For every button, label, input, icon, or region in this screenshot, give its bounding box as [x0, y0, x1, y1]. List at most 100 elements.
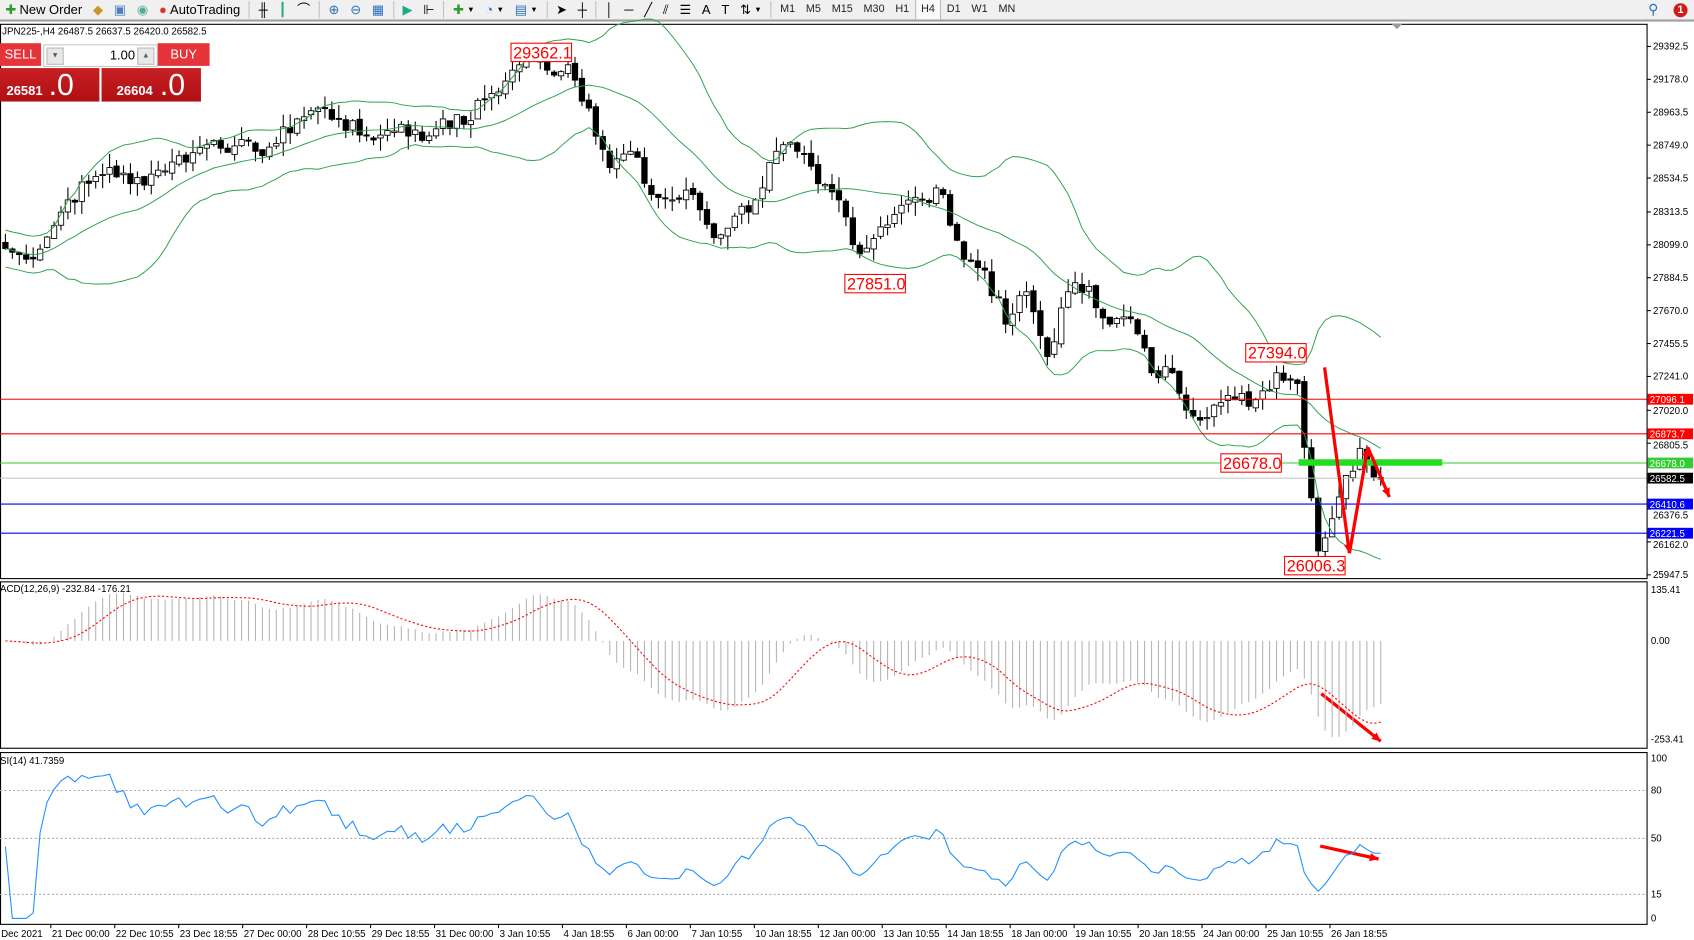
candle [141, 175, 148, 191]
macd-histogram [11, 592, 1382, 738]
candle-body-bear [1127, 316, 1134, 320]
level-price-label: 27096.1 [1650, 395, 1685, 406]
timeframe-h1[interactable]: H1 [895, 3, 910, 16]
fibonacci-button[interactable]: ☰ [674, 0, 696, 19]
signals-button[interactable]: ◉ [131, 0, 153, 19]
candle-body-bear [1197, 417, 1204, 421]
macd-axis-label: 0.00 [1651, 636, 1671, 647]
strategy-tester-button[interactable]: ▣ [108, 0, 131, 19]
autoscroll-button[interactable]: ▶ [397, 0, 418, 19]
lot-increase-icon[interactable]: ▲ [137, 47, 155, 65]
candle [189, 140, 197, 172]
candle-body-bear [405, 124, 412, 137]
timeframe-m5[interactable]: M5 [805, 3, 821, 16]
candle-body-bull [1162, 366, 1169, 378]
candle [182, 151, 190, 173]
arrows-button[interactable]: ⇅ ▼ [735, 0, 767, 19]
horizontal-line-icon: ─ [624, 2, 634, 18]
crosshair-button[interactable]: ┼ [572, 0, 592, 19]
sell-price-fraction: .0 [48, 68, 74, 102]
toolbar: ✚ New Order ◆ ▣ ◉ ● AutoTrading ╫ ┃ ⌒ ⊕ … [0, 0, 1694, 22]
candle-body-bull [1349, 470, 1357, 479]
sell-button[interactable]: SELL [0, 43, 42, 66]
candle-body-bear [335, 117, 342, 120]
dropdown-icon: ▼ [467, 5, 475, 14]
level-price-label: 26582.5 [1650, 474, 1685, 485]
candlestick-button[interactable]: ┃ [273, 0, 292, 19]
price-next-arrow [1366, 446, 1391, 498]
candle-body-bull [92, 176, 99, 183]
line-chart-button[interactable]: ⌒ [292, 0, 316, 19]
timeframe-m15[interactable]: M15 [831, 3, 853, 16]
candle [1078, 272, 1086, 304]
candle [738, 202, 745, 225]
price-axis-label: 28749.0 [1653, 140, 1689, 151]
candle-body-bull [120, 172, 127, 176]
indicators-button[interactable]: ✚ ▼ [448, 0, 480, 19]
tile-windows-button[interactable]: ▦ [366, 0, 389, 19]
cursor-button[interactable]: ➤ [551, 0, 573, 19]
rsi-trend-arrow [1319, 844, 1379, 861]
candle [1002, 290, 1009, 334]
timeframe-mn[interactable]: MN [998, 3, 1016, 16]
bar-chart-icon: ╫ [258, 2, 268, 18]
candle-body-bull [196, 147, 204, 154]
timeframe-d1[interactable]: D1 [946, 3, 961, 16]
bar-chart-button[interactable]: ╫ [253, 0, 273, 19]
candle [342, 115, 349, 139]
templates-button[interactable]: ▤ ▼ [509, 0, 543, 19]
candle-body-bull [509, 69, 516, 83]
candle-body-bull [1259, 390, 1266, 400]
timeframe-h4[interactable]: H4 [914, 0, 942, 20]
candle-body-bull [280, 126, 287, 144]
candle-body-bear [1037, 310, 1044, 336]
zoom-in-button[interactable]: ⊕ [323, 0, 345, 19]
chart-shift-button[interactable]: ⊩ [418, 0, 440, 19]
candle [1106, 316, 1113, 327]
buy-price-button[interactable]: 26604 .0 [101, 68, 201, 102]
timeframe-w1[interactable]: W1 [971, 3, 988, 16]
text-button[interactable]: A [697, 0, 716, 19]
level-price-tag [1647, 527, 1693, 539]
candle [481, 85, 488, 111]
candle-body-bull [1051, 341, 1058, 355]
zoom-out-button[interactable]: ⊖ [345, 0, 367, 19]
equidistant-channel-button[interactable]: ⫽ [657, 0, 674, 19]
lot-size-input[interactable]: ▼ 1.00 ▲ [43, 44, 158, 67]
candle-body-bull [175, 155, 183, 165]
toolbar-divider [546, 1, 548, 19]
buy-button[interactable]: BUY [157, 43, 210, 66]
candle [1315, 495, 1322, 558]
time-axis-label: 24 Jan 00:00 [1203, 929, 1260, 940]
candle [127, 163, 134, 195]
price-axis-label: 28963.5 [1653, 107, 1688, 118]
lot-decrease-icon[interactable]: ▼ [46, 47, 64, 65]
horizontal-line-button[interactable]: ─ [619, 0, 639, 19]
zoom-in-icon: ⊕ [328, 2, 340, 18]
toolbar-right: ⚲ 1 [1648, 0, 1688, 19]
candle-body-bull [439, 118, 447, 129]
sell-price-button[interactable]: 26581 .0 [0, 68, 100, 102]
toolbar-divider [248, 1, 250, 19]
timeframe-m1[interactable]: M1 [780, 3, 796, 16]
timeframe-m30[interactable]: M30 [863, 3, 885, 16]
text-label-button[interactable]: T [716, 0, 735, 19]
notification-badge[interactable]: 1 [1673, 2, 1688, 17]
rsi-axis-label: 0 [1651, 914, 1657, 925]
candle-body-bear [1308, 447, 1315, 499]
macd-title: ACD(12,26,9) -232.84 -176.21 [0, 583, 131, 595]
autotrading-button[interactable]: ● AutoTrading [154, 0, 246, 19]
new-order-button[interactable]: ✚ New Order [0, 0, 88, 19]
candle-body-bear [856, 244, 863, 255]
candle-body-bear [745, 205, 752, 213]
metaeditor-button[interactable]: ◆ [88, 0, 109, 19]
trendline-button[interactable]: ╱ [639, 0, 658, 19]
periods-button[interactable]: ◔ ▼ [480, 0, 509, 19]
search-icon[interactable]: ⚲ [1648, 1, 1659, 18]
candle [849, 206, 856, 250]
vertical-line-button[interactable]: │ [600, 0, 619, 19]
candle [953, 221, 961, 242]
candle-body-bull [891, 214, 898, 224]
bollinger-middle [5, 84, 1382, 449]
